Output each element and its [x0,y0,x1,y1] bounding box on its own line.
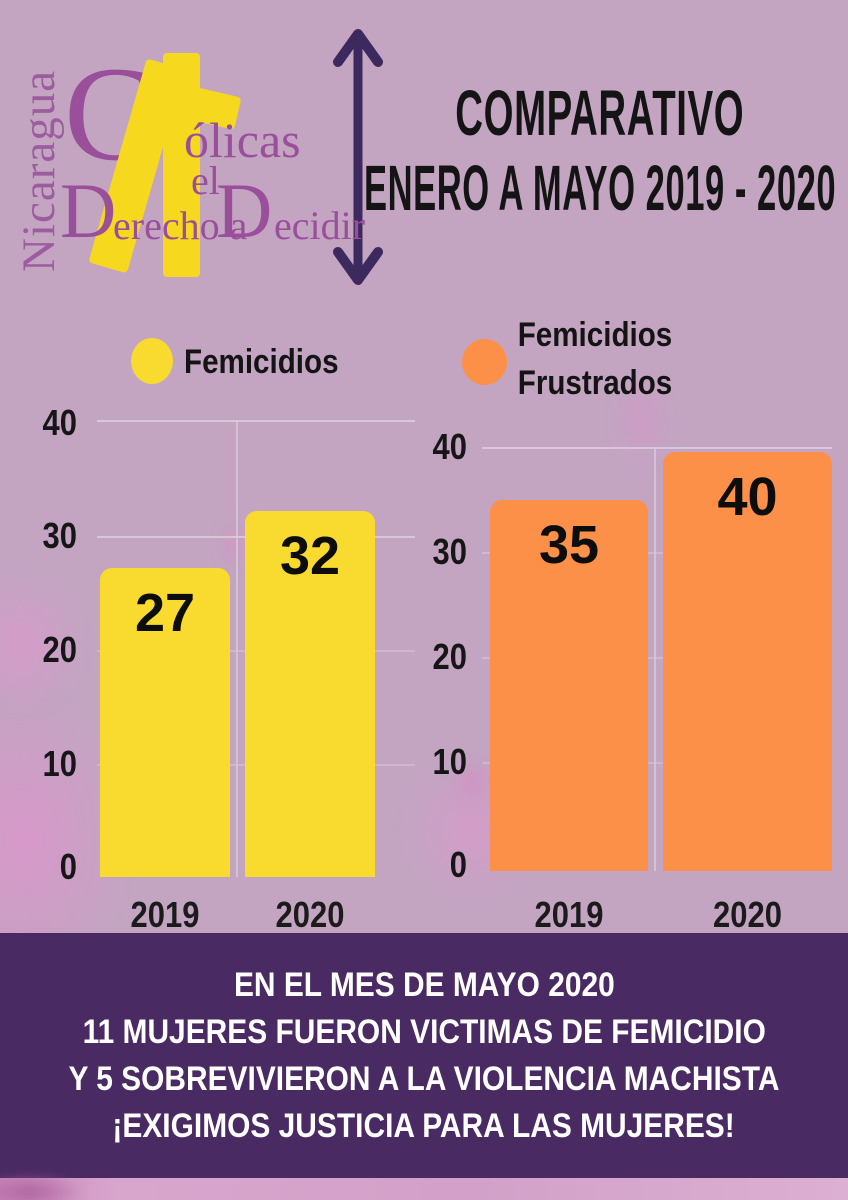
logo-decidir-initial: D [216,167,273,254]
ytick: 30 [432,531,467,572]
xtick-2020: 2020 [713,894,782,935]
logo-country-text: Nicaragua [13,69,65,272]
logo-el: el [191,158,220,203]
gridline-vertical [236,421,238,877]
title-line-1: COMPARATIVO [455,77,745,149]
footer-message-banner: EN EL MES DE MAYO 2020 11 MUJERES FUERON… [0,933,848,1178]
logo-derecho-initial: D [60,167,117,254]
bar-frustrados-2019: 35 [490,500,648,871]
ytick: 30 [42,515,77,556]
gridline-10 [482,762,832,764]
poster-title: COMPARATIVO ENERO A MAYO 2019 - 2020 [364,76,836,226]
bar-frustrados-2020: 40 [663,452,832,871]
legend-dot-femicidios [131,338,173,384]
footer-line-3: Y 5 SOBREVIVIERON A LA VIOLENCIA MACHIST… [68,1059,780,1098]
logo-derecho-rest: erecho a [113,203,248,248]
ytick: 10 [432,741,467,782]
ytick: 0 [449,844,467,885]
legend-label-line2: Frustrados [517,364,673,402]
bar-value-label: 27 [134,583,196,643]
bar-value-label: 35 [538,515,600,575]
ytick: 20 [432,636,467,677]
footer-line-1: EN EL MES DE MAYO 2020 [233,965,615,1004]
bar-value-label: 40 [717,467,778,527]
logo-decidir-rest: ecidir [274,203,366,248]
gridline-20 [482,657,832,659]
gridline-30 [482,552,832,554]
legend-dot-femicidios-frustrados [462,339,507,385]
bar-femicidios-2019: 27 [100,568,230,877]
bar-value-label: 32 [279,526,341,586]
gridline-40 [482,447,832,449]
legend-label-femicidios: Femicidios [184,343,339,381]
ytick: 40 [432,426,467,467]
xtick-2019: 2019 [534,894,604,935]
bottom-watercolor-strip [0,1172,848,1200]
footer-line-2: 11 MUJERES FUERON VICTIMAS DE FEMICIDIO [82,1012,766,1051]
ytick: 40 [42,402,77,443]
title-line-2: ENERO A MAYO 2019 - 2020 [363,152,837,224]
double-arrow-icon [333,29,383,285]
ytick: 20 [42,629,77,670]
xtick-2020: 2020 [275,894,345,935]
gridline-vertical [654,447,656,871]
xtick-2019: 2019 [130,894,200,935]
footer-line-4: ¡EXIGIMOS JUSTICIA PARA LAS MUJERES! [112,1106,736,1145]
logo-catolicas-rest: ólicas [184,112,301,168]
bar-femicidios-2020: 32 [245,511,375,877]
watercolor-blob [220,522,248,566]
ytick: 0 [59,846,77,887]
gridline-40 [97,420,415,422]
legend-label-femicidios-frustrados: Femicidios Frustrados [508,316,708,403]
legend-label-line1: Femicidios [517,316,673,354]
ytick: 10 [42,743,77,784]
